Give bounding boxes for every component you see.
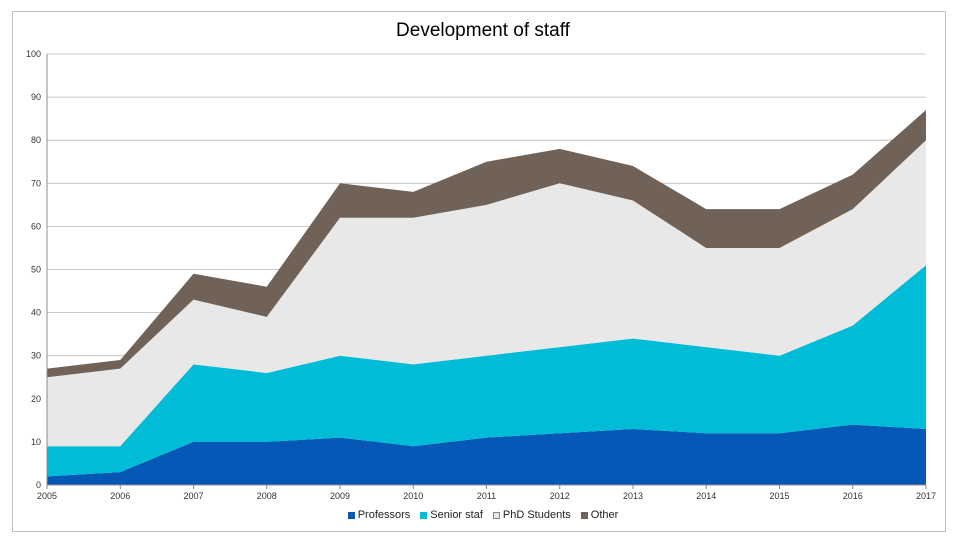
x-tick-label-2012: 2012 xyxy=(550,491,570,501)
x-tick-label-2006: 2006 xyxy=(110,491,130,501)
legend-swatch-other xyxy=(580,511,588,519)
x-tick-label-2013: 2013 xyxy=(623,491,643,501)
y-tick-label-40: 40 xyxy=(31,308,41,318)
legend-label-other: Other xyxy=(590,509,619,521)
legend-label-phd-students: PhD Students xyxy=(502,509,571,521)
y-tick-label-20: 20 xyxy=(31,394,41,404)
x-tick-label-2011: 2011 xyxy=(477,491,496,501)
chart-legend: Professors Senior staf PhD Students Other xyxy=(0,509,966,521)
y-tick-label-0: 0 xyxy=(36,480,41,490)
legend-label-senior-staf: Senior staf xyxy=(430,509,483,521)
x-tick-label-2010: 2010 xyxy=(403,491,423,501)
area-phd-students xyxy=(47,140,926,447)
y-tick-label-50: 50 xyxy=(31,265,41,275)
legend-swatch-senior-staf xyxy=(420,511,428,519)
y-tick-label-70: 70 xyxy=(31,178,41,188)
area-other xyxy=(47,110,926,378)
legend-item-professors: Professors xyxy=(347,509,411,521)
y-tick-label-10: 10 xyxy=(31,437,41,447)
x-tick-label-2007: 2007 xyxy=(183,491,203,501)
chart-title: Development of staff xyxy=(396,20,570,41)
x-tick-label-2009: 2009 xyxy=(330,491,350,501)
legend-label-professors: Professors xyxy=(357,509,411,521)
x-tick-label-2016: 2016 xyxy=(843,491,863,501)
legend-item-other: Other xyxy=(580,509,619,521)
y-tick-label-100: 100 xyxy=(26,49,41,59)
legend-item-senior-staf: Senior staf xyxy=(420,509,483,521)
area-senior-staf xyxy=(47,265,926,477)
legend-item-phd-students: PhD Students xyxy=(492,509,571,521)
x-tick-label-2005: 2005 xyxy=(37,491,57,501)
y-tick-label-30: 30 xyxy=(31,351,41,361)
legend-swatch-phd-students xyxy=(492,511,500,519)
y-tick-label-60: 60 xyxy=(31,221,41,231)
y-tick-label-90: 90 xyxy=(31,92,41,102)
x-tick-label-2015: 2015 xyxy=(769,491,789,501)
x-tick-label-2014: 2014 xyxy=(696,491,716,501)
y-tick-label-80: 80 xyxy=(31,135,41,145)
x-tick-label-2008: 2008 xyxy=(257,491,277,501)
x-tick-label-2017: 2017 xyxy=(916,491,936,501)
area-professors xyxy=(47,424,926,485)
legend-swatch-professors xyxy=(347,511,355,519)
